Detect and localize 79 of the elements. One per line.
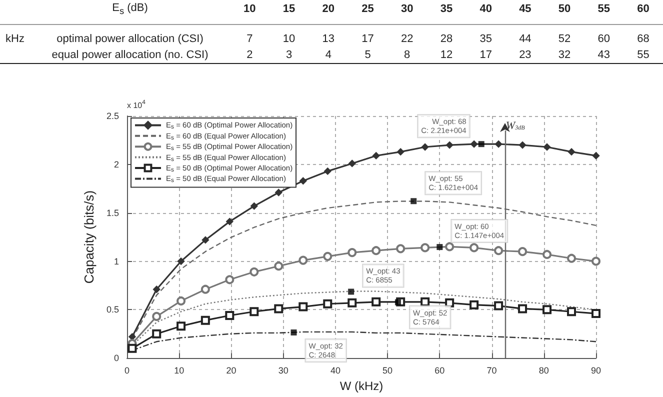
point [518,141,526,149]
text: equal power allocation (no. CSI) 2 3 4 5 8 12 17 23 32 43 55 [52,49,650,62]
x-tick-label: 40 [330,366,340,376]
point [592,256,600,266]
point [348,248,357,258]
point [177,258,185,265]
point [274,304,284,314]
text: E$_{s}$ (dB) 10 15 20 25 30 35 40 45 50 55 60 [112,2,650,16]
point [128,333,136,340]
point [250,202,258,210]
point [420,297,430,306]
y-tick-label: 2.5 [106,111,119,121]
point [348,298,357,308]
point [152,329,162,338]
point [567,254,576,263]
point [348,160,356,168]
point [225,275,234,284]
x-tick-label: 70 [486,366,497,376]
x-axis-title: W (kHz) [340,379,384,393]
y-tick-label: 1.5 [106,208,119,218]
x-tick-label: 90 [590,366,602,376]
y-tick-label: 0 [114,353,119,364]
point [372,246,381,256]
point [153,286,160,293]
point [446,141,454,149]
point [396,244,406,254]
point [494,246,504,256]
point [518,304,528,314]
point [420,243,430,252]
point [274,262,284,271]
point [372,152,380,160]
point [176,296,186,306]
point [202,236,210,244]
point [542,305,552,314]
y-axis-title: Capacity (bits/s) [82,190,97,284]
point [567,307,576,316]
point [298,256,308,265]
point [152,312,162,321]
point [226,218,234,226]
point [176,322,186,331]
point [250,267,259,276]
point [300,177,307,184]
point [275,188,282,196]
point [421,143,429,151]
point [324,168,332,175]
point [494,140,502,148]
y-tick-label: 0.5 [106,304,119,315]
point [396,148,404,156]
x-tick-label: 0 [124,366,130,376]
point [470,300,479,310]
point [200,284,210,294]
point [445,242,454,252]
x-tick-label: 10 [174,366,184,376]
point [372,297,381,306]
point [543,143,551,151]
point [250,307,259,316]
point [323,299,332,308]
y-tick-label: 2 [114,159,119,170]
point [445,298,454,308]
x-tick-label: 50 [382,366,393,376]
x-tick-label: 20 [226,366,236,376]
point [298,302,308,312]
point [592,309,600,318]
point [128,344,137,353]
point [470,243,479,252]
x-tick-label: 60 [434,366,445,376]
text: kHz optimal power allocation (CSI) 7 10 13 17 22 28 35 44 52 60 68 [6,33,650,46]
y-tick-label: 1 [114,256,119,266]
point [225,310,234,320]
point [592,152,600,160]
point [470,140,478,148]
x-tick-label: 30 [278,366,288,376]
point [518,247,528,256]
point [200,316,210,325]
point [568,148,576,156]
point [494,301,504,310]
x-tick-label: 80 [538,366,549,376]
point [323,252,332,261]
point [542,250,552,259]
